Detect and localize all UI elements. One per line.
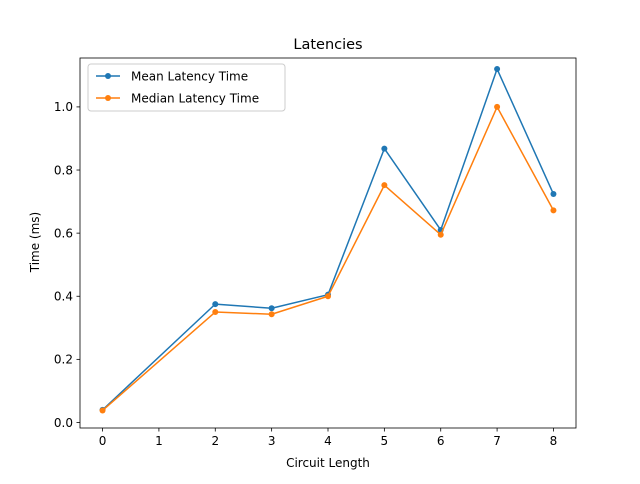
data-point-median <box>212 309 219 316</box>
y-tick-label: 0.2 <box>54 353 73 367</box>
y-tick-label: 0.4 <box>54 290 73 304</box>
plot-area: 0 1 2 3 4 5 6 7 8 0.0 0.2 0.4 0.6 0.8 1.0 <box>54 66 557 448</box>
y-tick-label: 0.8 <box>54 163 73 177</box>
x-tick-label: 7 <box>493 434 501 448</box>
x-tick-label: 4 <box>324 434 332 448</box>
y-tick-label: 1.0 <box>54 100 73 114</box>
x-tick-label: 0 <box>99 434 107 448</box>
legend-median-label: Median Latency Time <box>131 92 259 106</box>
legend-box <box>87 63 286 112</box>
chart-title: Latencies <box>293 37 362 53</box>
legend-mean-marker <box>105 73 111 79</box>
data-point-median <box>381 182 388 189</box>
x-axis-label: Circuit Length <box>286 456 370 470</box>
data-point-median <box>437 231 444 238</box>
data-point-mean <box>550 191 557 198</box>
data-point-median <box>494 103 501 110</box>
data-point-median <box>550 207 557 214</box>
x-tick-label: 6 <box>437 434 445 448</box>
x-tick-label: 2 <box>211 434 219 448</box>
legend-mean-label: Mean Latency Time <box>131 70 248 84</box>
y-axis-label: Time (ms) <box>28 212 42 274</box>
data-point-mean <box>381 145 388 152</box>
series-line-median <box>102 106 555 412</box>
data-point-mean <box>268 305 275 312</box>
data-point-median <box>268 311 275 318</box>
data-point-median <box>325 293 331 300</box>
y-tick-label: 0.0 <box>54 416 73 430</box>
x-tick-label: 3 <box>268 434 276 448</box>
plot-frame <box>79 57 577 429</box>
x-tick-label: 5 <box>381 434 389 448</box>
x-tick-label: 8 <box>550 434 558 448</box>
data-point-median <box>99 407 106 414</box>
series-line-mean <box>102 68 555 411</box>
data-point-mean <box>212 301 219 308</box>
y-tick-label: 0.6 <box>54 226 73 240</box>
legend-median-marker <box>105 95 111 101</box>
legend: Mean Latency Time Median Latency Time <box>87 63 286 112</box>
x-tick-label: 1 <box>155 434 163 448</box>
data-point-mean <box>494 66 501 73</box>
